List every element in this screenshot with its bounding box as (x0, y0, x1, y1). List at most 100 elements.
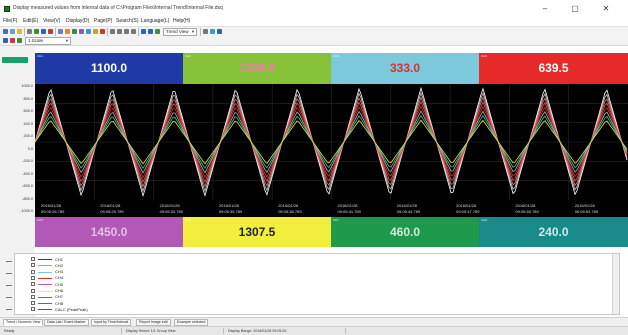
legend-label: CALC (PeakPeak) (55, 306, 88, 312)
channel-value: 639.5 (538, 61, 569, 75)
zoom-in-icon[interactable] (141, 29, 146, 34)
main-toolbar: Trend View ▼ (0, 26, 628, 36)
legend-item[interactable]: CH8 (31, 301, 231, 306)
channel-value: 460.0 (389, 225, 421, 239)
toolbar-separator (200, 28, 201, 36)
ruler-tick (6, 309, 12, 310)
table-icon[interactable] (34, 29, 39, 34)
back-icon[interactable] (110, 29, 115, 34)
channel-tag: CH6 (185, 218, 192, 222)
tab-trend-numeric[interactable]: Trend / Numeric View (3, 319, 44, 326)
channel-tag: CH3 (333, 54, 340, 58)
layout-icon[interactable] (3, 38, 8, 43)
time-axis-date: 2016/01/28 (397, 203, 418, 208)
status-range: Display Range: 2016/01/28 09:05:26 (226, 328, 346, 334)
y-axis-label: 400.0 (23, 121, 33, 126)
maximize-button[interactable]: ▢ (571, 4, 579, 13)
value-panel-ch6[interactable]: CH6 1307.5 (183, 217, 331, 247)
legend-label: CH2 (55, 262, 64, 268)
legend-item[interactable]: CH2 (31, 263, 231, 268)
tab-example[interactable]: Example selected (174, 319, 209, 326)
fit-icon[interactable] (155, 29, 160, 34)
legend-checkbox[interactable] (31, 275, 35, 280)
legend-checkbox[interactable] (31, 301, 35, 306)
legend-checkbox[interactable] (31, 294, 35, 299)
folder-icon[interactable] (17, 29, 22, 34)
value-panel-ch2[interactable]: CH2 1288.0 (183, 53, 331, 84)
tab-report-image[interactable]: Report Image edit (136, 319, 171, 326)
legend-checkbox[interactable] (31, 288, 35, 293)
grid-icon[interactable] (41, 29, 46, 34)
y-axis-label: -600.0 (22, 184, 33, 188)
pen-icon[interactable] (10, 38, 15, 43)
refresh-icon[interactable] (86, 29, 91, 34)
channel-value: 1450.0 (90, 225, 128, 239)
zoom-select-value: 1 Scale (28, 38, 44, 43)
legend-checkbox[interactable] (31, 307, 35, 312)
down-icon[interactable] (131, 29, 136, 34)
value-panel-ch8[interactable]: CH8 240.0 (479, 217, 628, 247)
legend-label: CH4 (55, 275, 64, 281)
display-select[interactable]: Trend View ▼ (163, 28, 197, 36)
print-icon[interactable] (27, 29, 32, 34)
navigation-tab[interactable] (2, 57, 28, 63)
marker-icon[interactable] (79, 29, 84, 34)
add-icon[interactable] (72, 29, 77, 34)
info-icon[interactable] (210, 29, 215, 34)
paste-icon[interactable] (65, 29, 70, 34)
help-icon[interactable] (217, 29, 222, 34)
time-axis-date: 2016/01/28 (41, 203, 62, 208)
legend-label: CH3 (55, 269, 64, 275)
settings-icon[interactable] (203, 29, 208, 34)
legend-checkbox[interactable] (31, 282, 35, 287)
legend-checkbox[interactable] (31, 263, 35, 268)
menu-display[interactable]: Display(D) (66, 18, 90, 24)
legend-item[interactable]: CH1 (31, 257, 231, 262)
tab-data-list[interactable]: Data List / Event Marker (44, 319, 89, 326)
legend-item[interactable]: CH7 (31, 294, 231, 300)
value-panel-ch3[interactable]: CH3 333.0 (331, 53, 479, 84)
value-panel-ch5[interactable]: CH5 1450.0 (35, 217, 183, 247)
close-button[interactable]: ✕ (602, 4, 610, 13)
legend-item[interactable]: CH3 (31, 269, 231, 275)
camera-icon[interactable] (93, 29, 98, 34)
y-axis-label: 600.0 (23, 109, 33, 113)
channel-value: 1100.0 (90, 61, 128, 75)
up-icon[interactable] (124, 29, 129, 34)
time-axis-date: 2016/01/28 (456, 203, 477, 208)
y-axis-label: -1000.0 (20, 209, 33, 213)
save-icon[interactable] (10, 29, 15, 34)
legend-scrollbar[interactable] (612, 254, 619, 314)
legend-item[interactable]: CH4 (31, 275, 231, 281)
ruler-tick (6, 261, 12, 262)
trend-graph[interactable]: 2016/01/28 09:05:26.789 2016/01/28 09:05:29… (35, 84, 628, 217)
menu-search[interactable]: Search(S) (116, 18, 139, 24)
menu-help[interactable]: Help(H) (173, 18, 191, 24)
copy-icon[interactable] (58, 29, 63, 34)
forward-icon[interactable] (117, 29, 122, 34)
zoom-out-icon[interactable] (148, 29, 153, 34)
open-file-icon[interactable] (3, 29, 8, 34)
zoom-select[interactable]: 1 Scale ▼ (25, 37, 71, 45)
legend-checkbox[interactable] (31, 257, 35, 261)
value-panel-ch7[interactable]: CH7 460.0 (331, 217, 479, 247)
menu-edit[interactable]: Edit(E) (23, 18, 39, 24)
menu-bar: File(F) Edit(E) View(V) Display(D) Page(… (0, 17, 628, 26)
legend-item[interactable]: CALC (PeakPeak) (31, 307, 231, 312)
value-panel-ch4[interactable]: CH4 639.5 (479, 53, 628, 84)
legend-item[interactable]: CH5 (31, 282, 231, 287)
stop-icon[interactable] (100, 29, 105, 34)
menu-file[interactable]: File(F) (3, 18, 18, 24)
legend-checkbox[interactable] (31, 269, 35, 274)
minimize-button[interactable]: – (542, 4, 548, 13)
tab-input-time[interactable]: Input by Time/Interval (91, 319, 132, 326)
menu-language[interactable]: Language(L) (141, 18, 170, 24)
chart-icon[interactable] (48, 29, 53, 34)
value-panel-ch1[interactable]: CH1 1100.0 (35, 53, 183, 84)
time-axis-time: 09:05:44.789 (397, 209, 421, 214)
menu-page[interactable]: Page(P) (94, 18, 113, 24)
filter-icon[interactable] (17, 38, 22, 43)
legend-item[interactable]: CH6 (31, 288, 231, 294)
menu-view[interactable]: View(V) (43, 18, 61, 24)
